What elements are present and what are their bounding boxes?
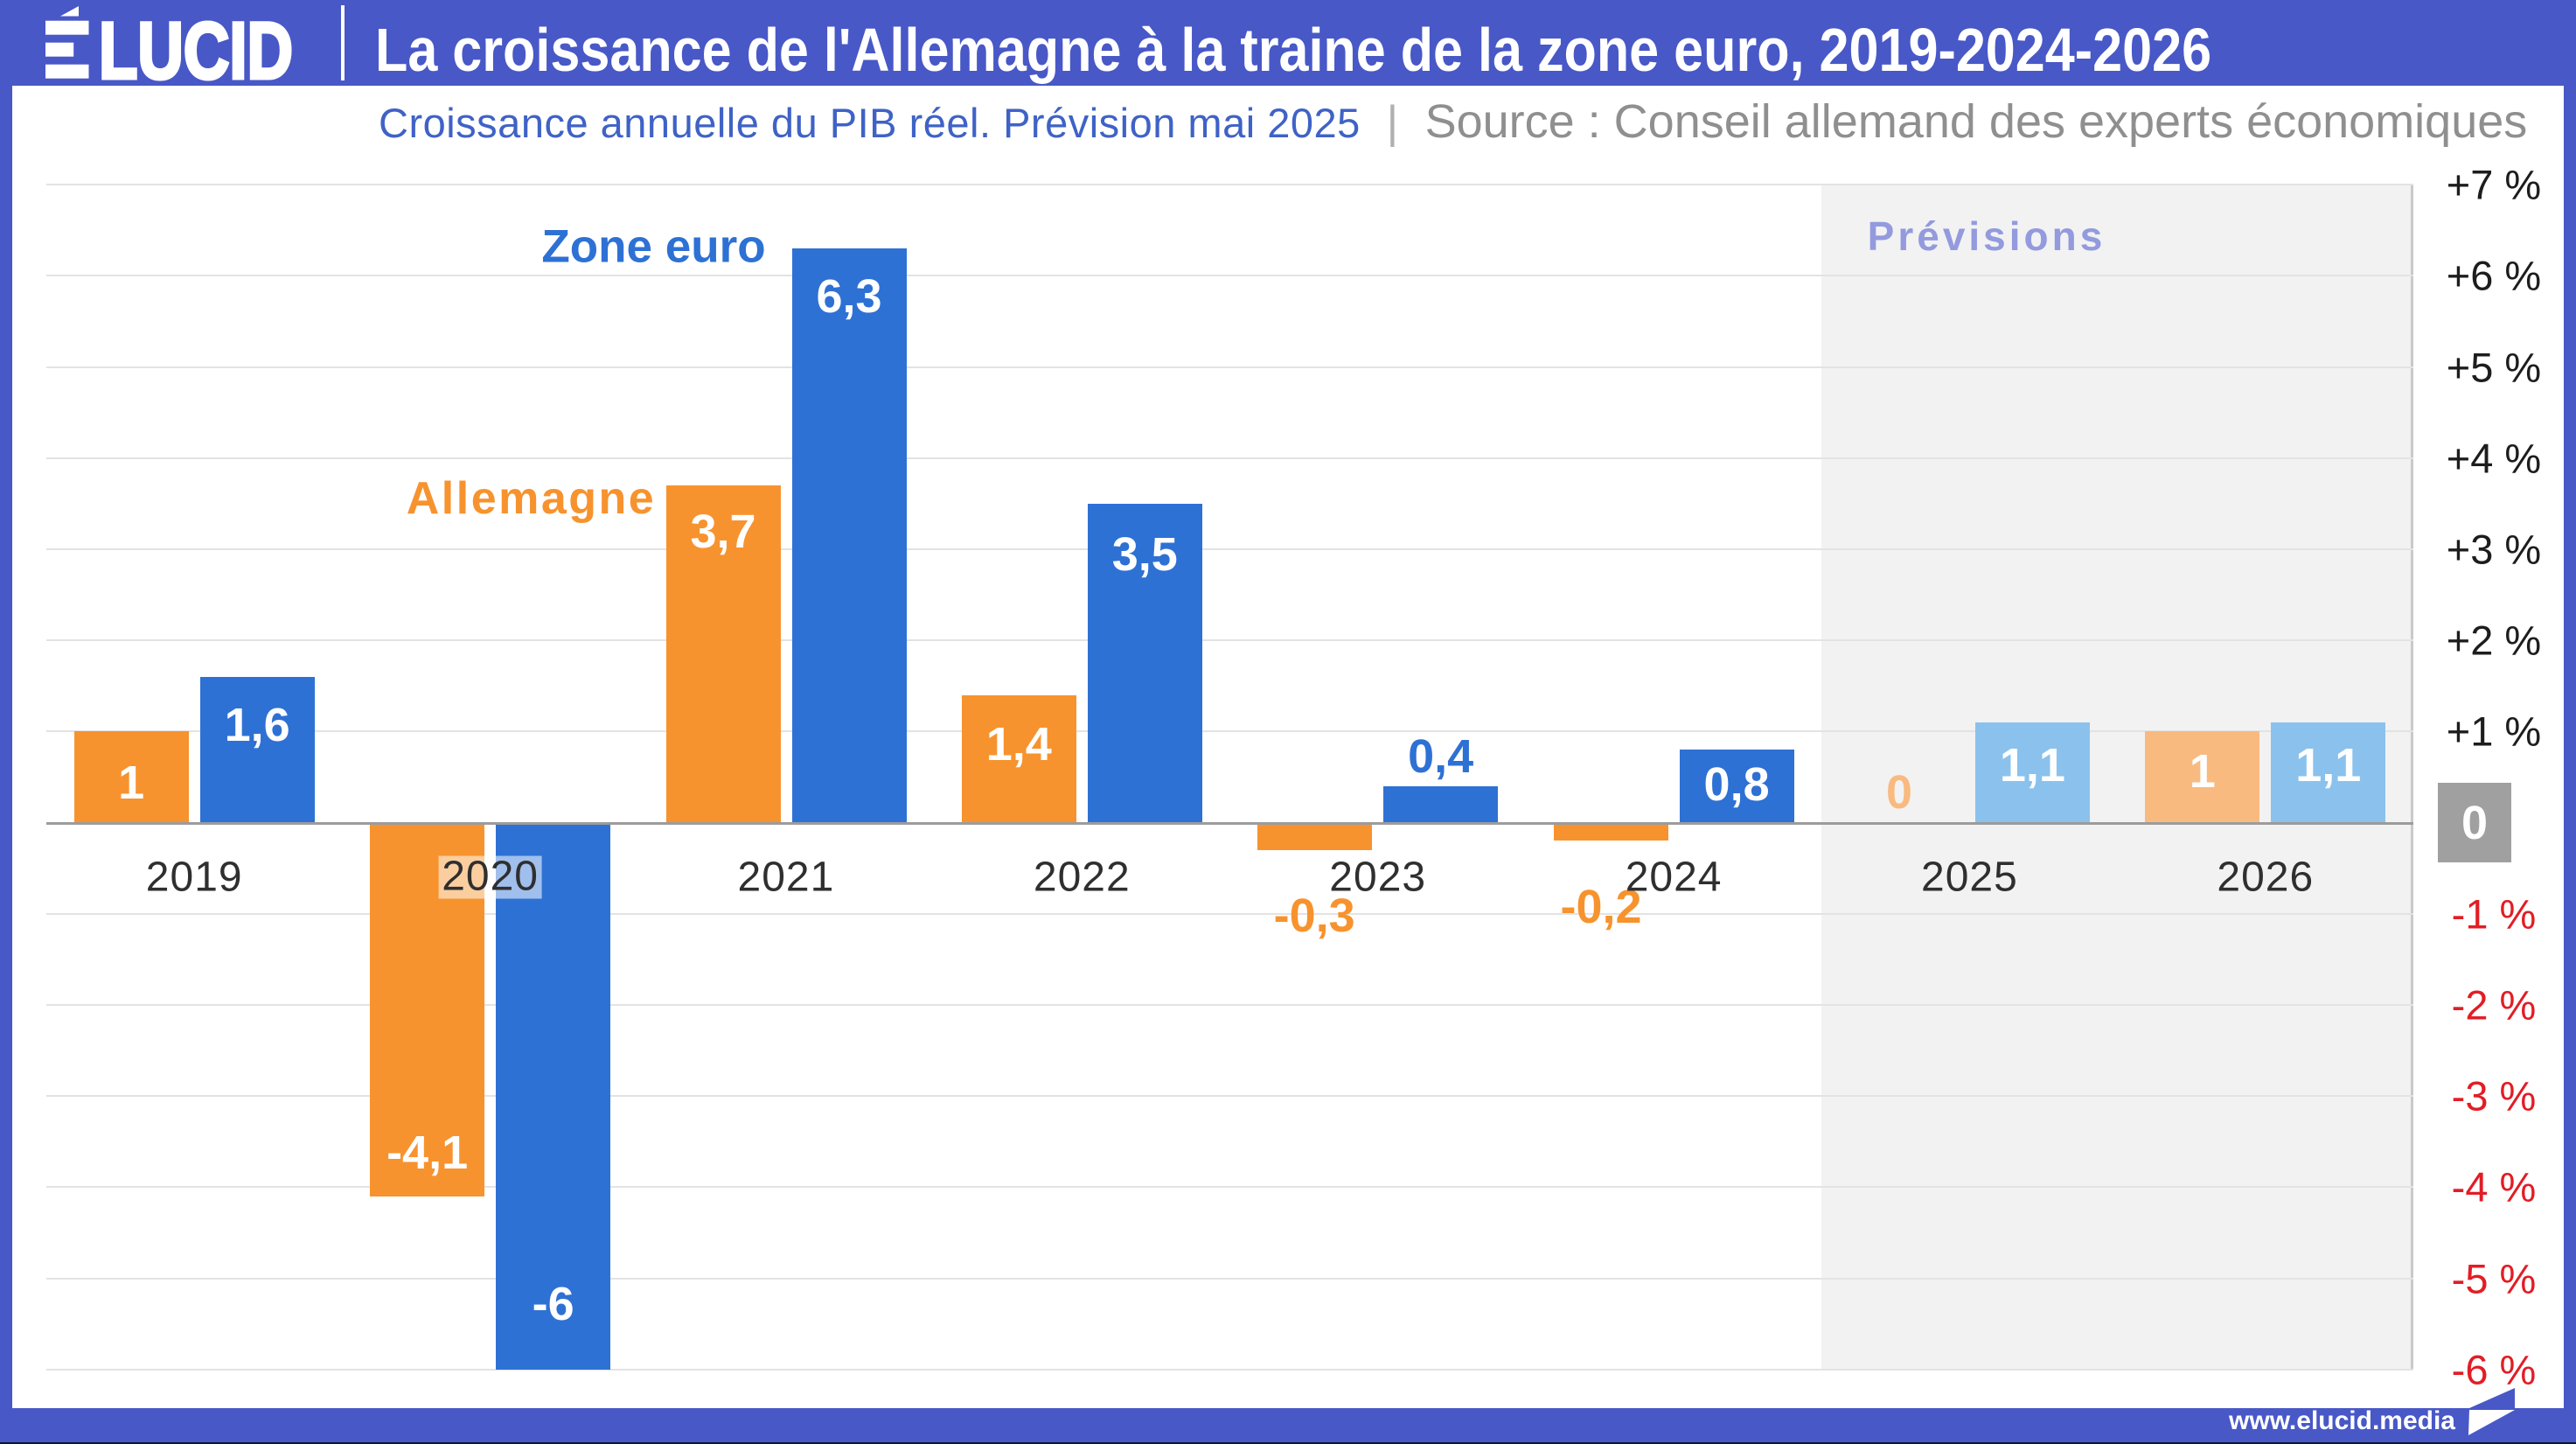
svg-text:LUCID: LUCID (99, 7, 293, 87)
